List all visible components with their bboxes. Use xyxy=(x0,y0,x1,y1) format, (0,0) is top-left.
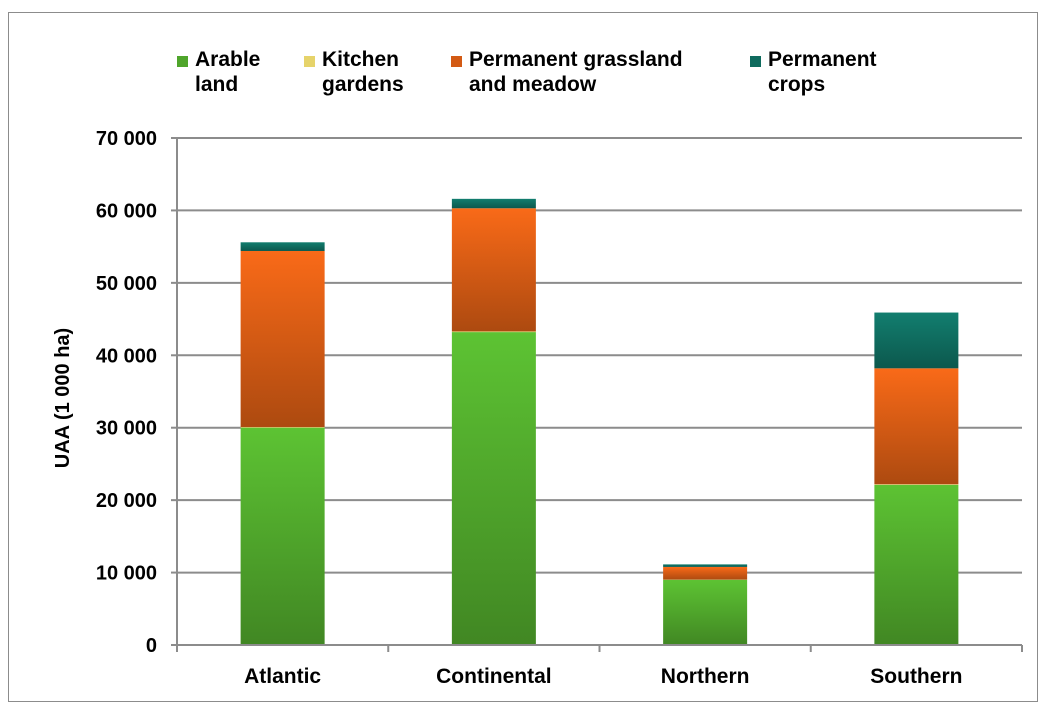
y-tick-label: 0 xyxy=(146,635,157,657)
bar-continental-permanent-crops xyxy=(452,199,536,208)
bars xyxy=(241,199,959,645)
y-tick-label: 10 000 xyxy=(96,563,157,585)
bar-continental-arable-land xyxy=(452,332,536,645)
bar-atlantic-kitchen-gardens xyxy=(241,427,325,428)
y-tick-label: 60 000 xyxy=(96,200,157,222)
bar-northern-permanent-crops xyxy=(663,564,747,567)
bar-northern-permanent-grassland-and-meadow xyxy=(663,567,747,580)
bar-northern-arable-land xyxy=(663,580,747,645)
bar-southern-permanent-crops xyxy=(874,313,958,369)
bar-continental-kitchen-gardens xyxy=(452,331,536,332)
x-tick-label-southern: Southern xyxy=(870,665,962,688)
bar-southern-kitchen-gardens xyxy=(874,484,958,485)
bar-continental-permanent-grassland-and-meadow xyxy=(452,208,536,331)
bar-atlantic-permanent-grassland-and-meadow xyxy=(241,251,325,427)
y-tick-label: 70 000 xyxy=(96,128,157,150)
bar-southern-permanent-grassland-and-meadow xyxy=(874,368,958,484)
bar-southern-arable-land xyxy=(874,485,958,645)
x-tick-label-atlantic: Atlantic xyxy=(244,665,321,688)
y-tick-label: 40 000 xyxy=(96,345,157,367)
y-tick-label: 30 000 xyxy=(96,418,157,440)
x-tick-label-northern: Northern xyxy=(661,665,750,688)
bar-atlantic-arable-land xyxy=(241,428,325,645)
x-tick-label-continental: Continental xyxy=(436,665,552,688)
y-axis-title: UAA (1 000 ha) xyxy=(52,328,74,468)
bar-atlantic-permanent-crops xyxy=(241,242,325,251)
y-tick-label: 50 000 xyxy=(96,273,157,295)
y-tick-label: 20 000 xyxy=(96,490,157,512)
